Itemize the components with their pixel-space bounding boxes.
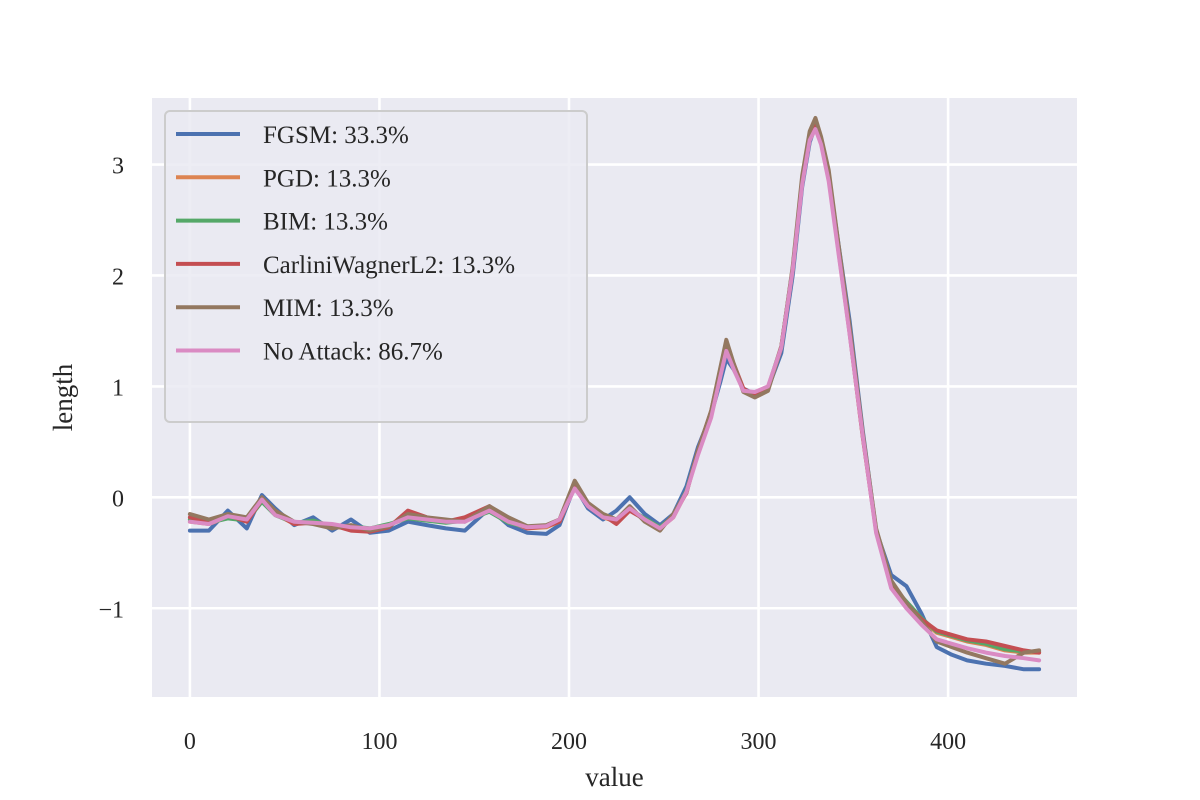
tick-labels: 0 100 200 300 400 −1 0 1 2 3: [98, 154, 966, 755]
x-tick-label: 0: [184, 729, 196, 755]
series-lines: [187, 116, 1042, 672]
x-tick-label: 400: [930, 729, 966, 755]
y-tick-label: 1: [112, 375, 124, 401]
x-tick-label: 100: [361, 729, 397, 755]
legend-entry: CarliniWagnerL2: 13.3%: [263, 252, 515, 279]
y-tick-label: −1: [98, 597, 124, 623]
legend: FGSM: 33.3% PGD: 13.3% BIM: 13.3% CarliniWa…: [164, 110, 588, 423]
legend-entry: PGD: 13.3%: [263, 165, 391, 192]
x-tick-label: 300: [741, 729, 777, 755]
legend-entry: BIM: 13.3%: [263, 209, 388, 236]
x-tick-label: 200: [551, 729, 587, 755]
legend-entry: No Attack: 86.7%: [263, 339, 443, 366]
legend-entry: MIM: 13.3%: [263, 295, 394, 322]
y-tick-label: 2: [112, 264, 124, 290]
y-axis-label: length: [48, 363, 78, 431]
legend-entry: FGSM: 33.3%: [263, 122, 409, 149]
series-line: [187, 127, 1042, 663]
legend-box: [164, 110, 588, 423]
y-tick-label: 3: [112, 154, 124, 180]
x-axis-label: value: [585, 762, 643, 792]
y-tick-label: 0: [112, 486, 124, 512]
